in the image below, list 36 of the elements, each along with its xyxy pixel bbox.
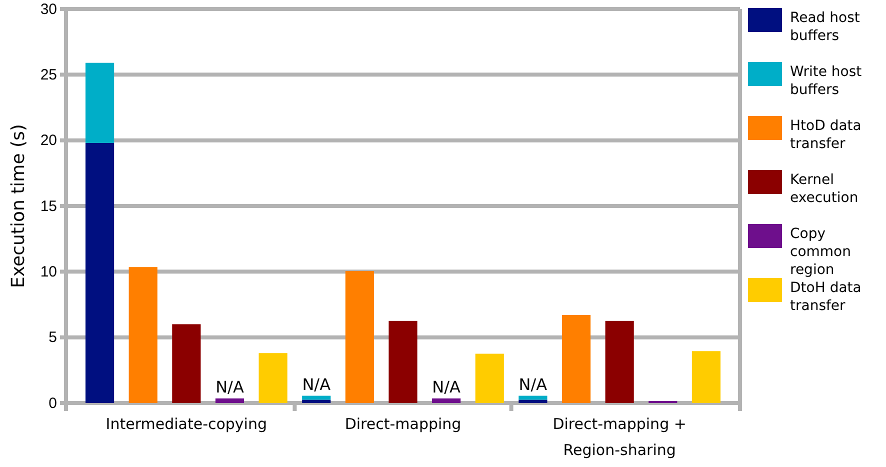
data-label: N/A <box>302 374 331 394</box>
legend-label: Kernel execution <box>790 172 858 206</box>
x-tick-label: Direct-mapping <box>344 415 462 433</box>
legend-label: Read host buffers <box>790 10 860 44</box>
bar <box>562 315 591 403</box>
y-tick-label: 20 <box>40 132 57 150</box>
bar <box>475 354 504 403</box>
data-label: N/A <box>432 377 461 396</box>
y-tick-label: 15 <box>40 198 57 215</box>
bar <box>128 267 158 403</box>
legend-label: HtoD data transfer <box>790 118 862 152</box>
y-tick-label: 0 <box>48 394 57 412</box>
bar <box>302 400 331 403</box>
data-label: N/A <box>518 374 548 394</box>
bar <box>388 320 418 403</box>
legend-label: Write host buffers <box>790 64 862 98</box>
y-axis-title: Execution time (s) <box>8 124 29 288</box>
bar <box>345 271 374 403</box>
bar <box>215 398 244 403</box>
y-tick-label: 10 <box>40 263 57 280</box>
bar <box>85 142 114 403</box>
x-tick-label: Intermediate-copying <box>106 415 268 433</box>
bar <box>692 351 721 403</box>
y-tick-label: 30 <box>40 0 57 18</box>
bar <box>605 320 634 403</box>
legend-label: DtoH data transfer <box>790 280 862 314</box>
bar <box>432 398 461 403</box>
data-label: N/A <box>216 377 244 396</box>
y-tick-label: 5 <box>48 329 57 346</box>
legend-label: Copy common region <box>790 226 851 278</box>
y-tick-label: 25 <box>40 66 57 84</box>
x-tick-label: Direct-mapping + Region-sharing <box>552 415 686 459</box>
bar <box>85 62 114 143</box>
bar <box>172 324 201 403</box>
bar <box>258 353 288 403</box>
bar <box>518 400 548 403</box>
